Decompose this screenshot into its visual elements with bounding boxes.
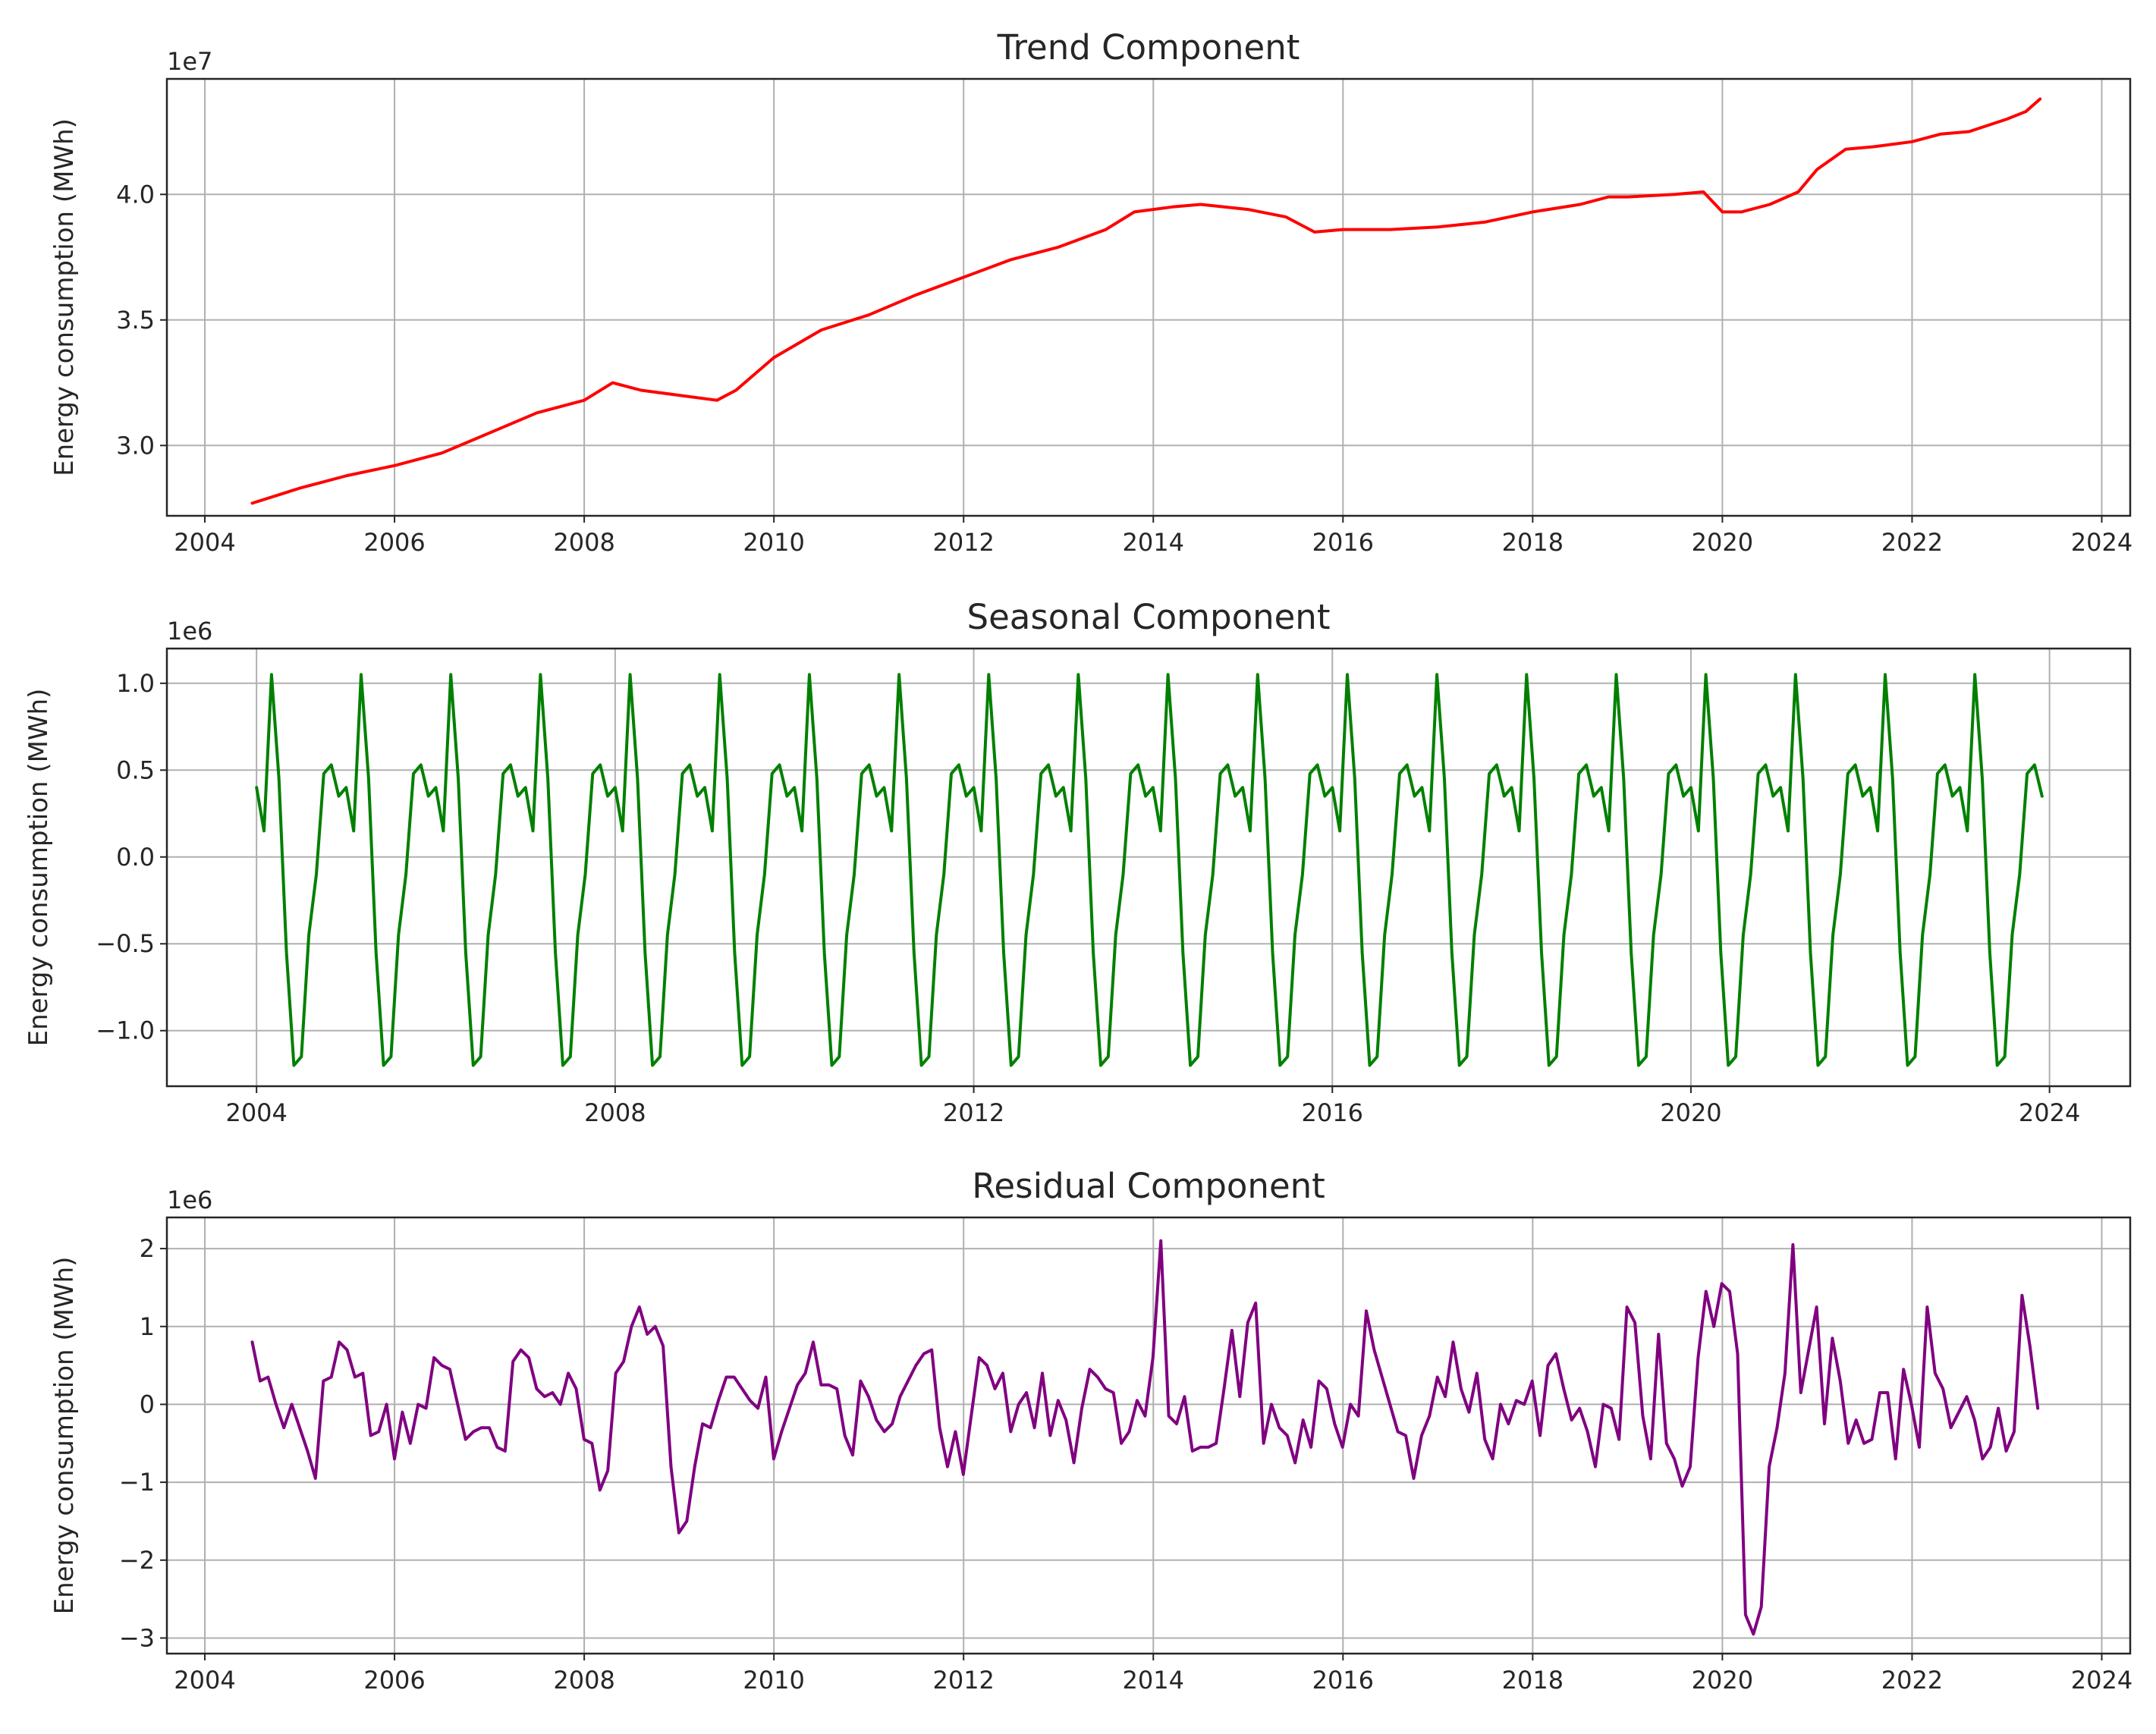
seasonal-y-tick-label: −0.5	[96, 929, 155, 958]
trend-x-tick-label: 2022	[1881, 528, 1943, 557]
residual-y-tick-label: 0	[140, 1390, 155, 1418]
seasonal-x-tick-label: 2016	[1302, 1098, 1363, 1127]
residual-x-tick-label: 2006	[363, 1666, 425, 1695]
trend-x-tick-label: 2006	[363, 528, 425, 557]
trend-y-offset-label: 1e7	[167, 47, 212, 76]
trend-x-tick-label: 2018	[1502, 528, 1564, 557]
seasonal-y-tick-label: −1.0	[96, 1016, 155, 1045]
residual-x-tick-label: 2018	[1502, 1666, 1564, 1695]
trend-panel: Trend Component 1e7 Energy consumption (…	[49, 27, 2132, 557]
residual-panel: Residual Component 1e6 Energy consumptio…	[49, 1166, 2132, 1695]
residual-grid	[167, 1217, 2130, 1654]
seasonal-title: Seasonal Component	[967, 597, 1331, 637]
trend-x-tick-label: 2010	[743, 528, 804, 557]
trend-x-tick-label: 2024	[2071, 528, 2132, 557]
seasonal-panel: Seasonal Component 1e6 Energy consumptio…	[24, 597, 2132, 1127]
trend-y-tick-label: 4.0	[116, 180, 155, 209]
trend-x-tick-label: 2020	[1692, 528, 1753, 557]
residual-x-tick-label: 2008	[553, 1666, 614, 1695]
residual-x-tick-label: 2024	[2071, 1666, 2132, 1695]
residual-x-tick-label: 2012	[932, 1666, 994, 1695]
seasonal-y-tick-label: 0.0	[116, 843, 155, 872]
residual-x-tick-label: 2016	[1312, 1666, 1374, 1695]
seasonal-y-axis-label: Energy consumption (MWh)	[24, 689, 54, 1047]
trend-axes-frame	[165, 77, 2132, 517]
residual-axes-frame	[165, 1216, 2132, 1655]
residual-series-line	[250, 1239, 2040, 1636]
trend-x-tick-label: 2016	[1312, 528, 1374, 557]
trend-title: Trend Component	[997, 27, 1300, 68]
seasonal-series-line	[255, 673, 2044, 1067]
residual-title: Residual Component	[972, 1166, 1325, 1206]
seasonal-x-tick-label: 2024	[2019, 1098, 2080, 1127]
residual-y-tick-label: 1	[140, 1312, 155, 1341]
seasonal-x-tick-label: 2020	[1660, 1098, 1721, 1127]
residual-y-tick-label: −3	[119, 1623, 155, 1652]
trend-x-tick-label: 2014	[1123, 528, 1184, 557]
seasonal-axes-frame	[165, 647, 2132, 1088]
seasonal-x-tick-label: 2012	[943, 1098, 1004, 1127]
seasonal-y-offset-label: 1e6	[167, 617, 212, 646]
residual-x-tick-label: 2020	[1692, 1666, 1753, 1695]
trend-y-tick-label: 3.5	[116, 306, 155, 335]
trend-x-tick-label: 2008	[553, 528, 614, 557]
trend-x-tick-label: 2012	[932, 528, 994, 557]
residual-y-tick-label: −2	[119, 1546, 155, 1575]
trend-y-tick-label: 3.0	[116, 431, 155, 460]
residual-y-offset-label: 1e6	[167, 1186, 212, 1214]
seasonal-x-tick-label: 2004	[225, 1098, 287, 1127]
residual-y-tick-label: −1	[119, 1468, 155, 1497]
seasonal-y-tick-label: 1.0	[116, 669, 155, 698]
trend-x-tick-label: 2004	[174, 528, 235, 557]
seasonal-grid	[167, 649, 2130, 1086]
residual-x-tick-label: 2010	[743, 1666, 804, 1695]
residual-y-axis-label: Energy consumption (MWh)	[49, 1257, 80, 1615]
seasonal-y-tick-label: 0.5	[116, 755, 155, 784]
trend-y-axis-label: Energy consumption (MWh)	[49, 118, 80, 476]
seasonal-x-tick-label: 2008	[584, 1098, 646, 1127]
residual-y-tick-label: 2	[140, 1234, 155, 1263]
residual-x-tick-label: 2022	[1881, 1666, 1943, 1695]
residual-x-tick-label: 2004	[174, 1666, 235, 1695]
trend-series-line	[250, 97, 2042, 505]
trend-grid	[167, 79, 2130, 516]
residual-x-tick-label: 2014	[1123, 1666, 1184, 1695]
